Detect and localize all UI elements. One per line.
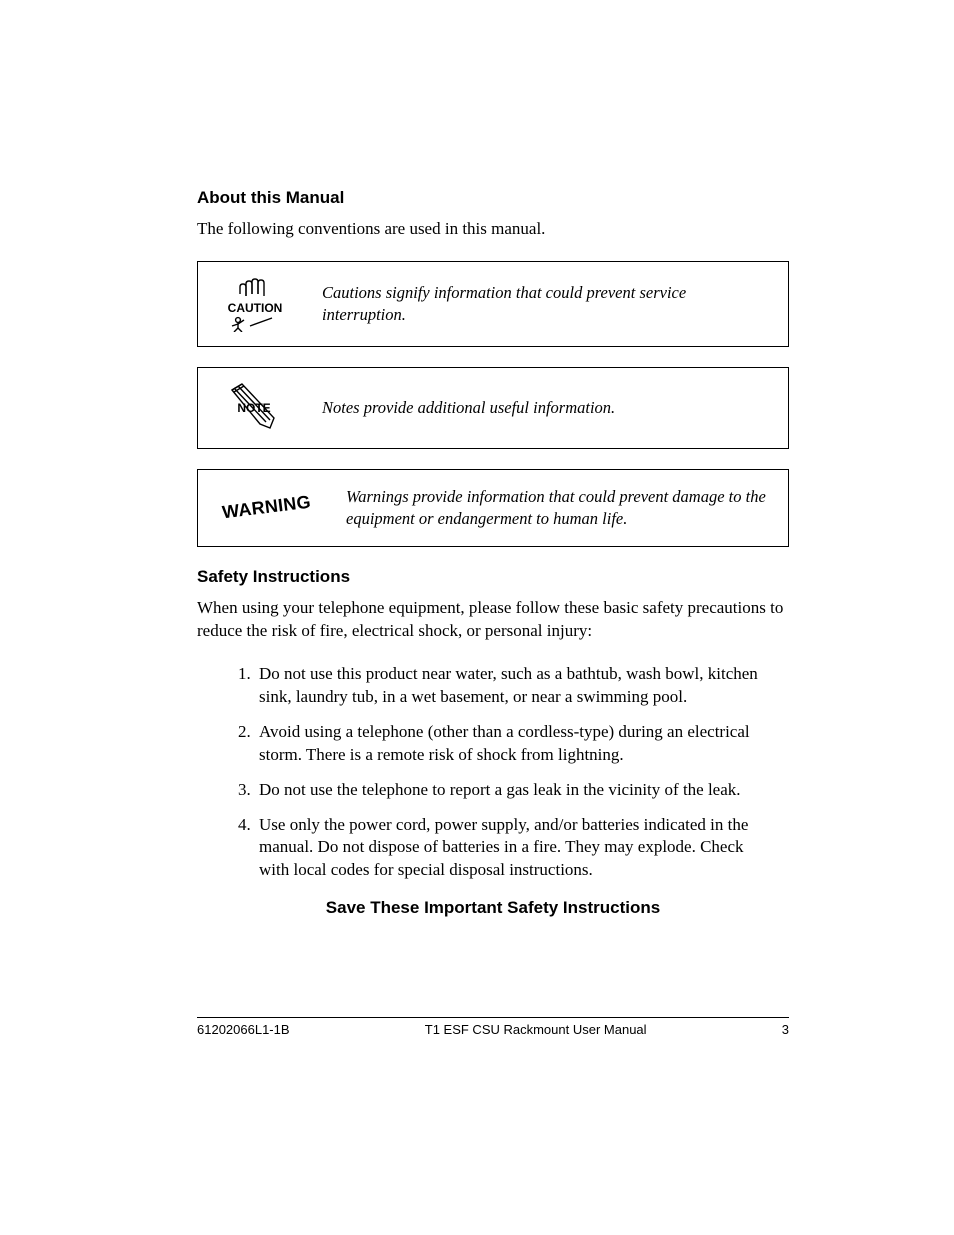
note-icon: NOTE [212, 382, 298, 434]
note-text: Notes provide additional useful informat… [322, 397, 770, 419]
caution-icon: CAUTION [212, 276, 298, 332]
list-item: Do not use this product near water, such… [255, 663, 789, 709]
callout-caution: CAUTION Cautions signify information tha… [197, 261, 789, 347]
footer-center: T1 ESF CSU Rackmount User Manual [290, 1022, 782, 1037]
warning-label-text: WARNING [221, 492, 312, 524]
page-content: About this Manual The following conventi… [197, 188, 789, 918]
heading-safety: Safety Instructions [197, 567, 789, 587]
page-footer: 61202066L1-1B T1 ESF CSU Rackmount User … [197, 1017, 789, 1037]
heading-save: Save These Important Safety Instructions [197, 898, 789, 918]
note-label-text: NOTE [237, 401, 270, 415]
list-item: Avoid using a telephone (other than a co… [255, 721, 789, 767]
footer-right: 3 [782, 1022, 789, 1037]
callout-note: NOTE Notes provide additional useful inf… [197, 367, 789, 449]
list-item: Do not use the telephone to report a gas… [255, 779, 789, 802]
safety-intro: When using your telephone equipment, ple… [197, 597, 789, 643]
safety-list: Do not use this product near water, such… [255, 663, 789, 883]
intro-text: The following conventions are used in th… [197, 218, 789, 241]
caution-text: Cautions signify information that could … [322, 282, 770, 327]
caution-label-text: CAUTION [228, 301, 283, 315]
footer-left: 61202066L1-1B [197, 1022, 290, 1037]
warning-text: Warnings provide information that could … [346, 486, 770, 531]
list-item: Use only the power cord, power supply, a… [255, 814, 789, 883]
warning-icon: WARNING [212, 497, 322, 518]
heading-about: About this Manual [197, 188, 789, 208]
footer-rule [197, 1017, 789, 1018]
callout-warning: WARNING Warnings provide information tha… [197, 469, 789, 547]
